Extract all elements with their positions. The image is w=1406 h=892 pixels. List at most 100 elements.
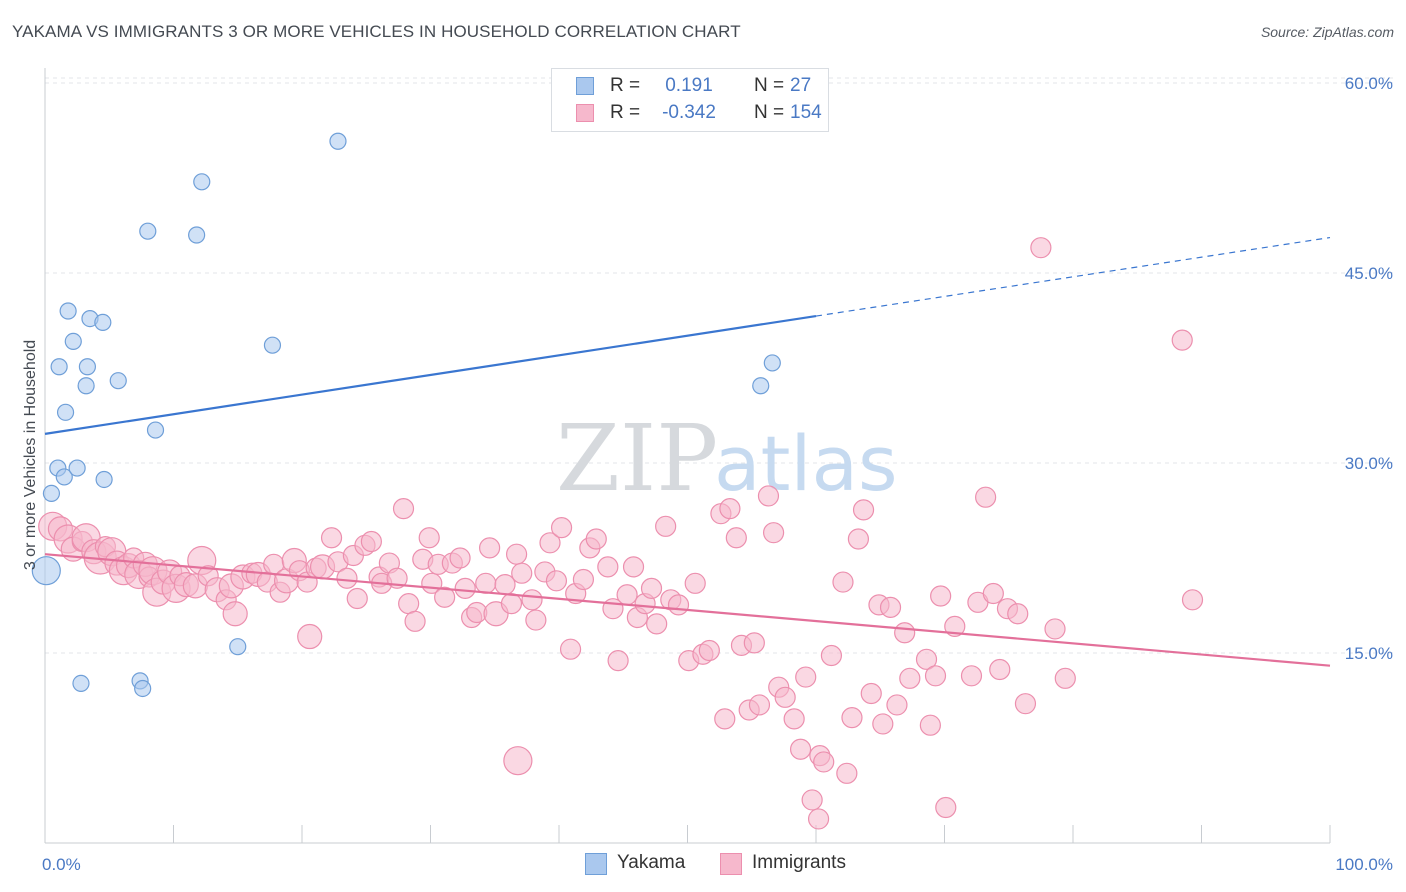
immigrants-point: [832, 571, 854, 593]
yakama-point: [752, 377, 770, 395]
immigrants-point: [774, 686, 796, 708]
immigrants-point: [418, 527, 440, 549]
y-tick-label: 30.0%: [1345, 454, 1393, 473]
r-label: R =: [610, 102, 641, 123]
y-tick-label: 60.0%: [1345, 74, 1393, 93]
immigrants-point: [698, 639, 720, 662]
immigrants-point: [550, 516, 573, 539]
yakama-point: [55, 468, 73, 486]
immigrants-point: [852, 499, 875, 521]
immigrants-point: [297, 623, 323, 650]
yakama-point: [78, 358, 97, 376]
yakama-point: [31, 556, 61, 586]
immigrants-point: [807, 808, 830, 830]
immigrants-point: [585, 528, 607, 550]
yakama-point: [134, 679, 152, 698]
watermark-zip: ZIP: [556, 405, 718, 512]
immigrants-point: [879, 596, 902, 619]
watermark-atlas: atlas: [714, 419, 898, 508]
yakama-point: [109, 372, 127, 390]
immigrants-point: [1014, 693, 1037, 715]
r-value: -0.342: [662, 102, 716, 123]
immigrants-point: [597, 556, 619, 578]
immigrants-point: [640, 577, 663, 600]
yakama-trend-extension: [815, 236, 1331, 317]
immigrants-point: [539, 532, 561, 554]
y-tick-label: 15.0%: [1345, 644, 1393, 663]
correlation-legend: R = 0.191 N = 27 R = -0.342 N = 154: [551, 68, 829, 132]
yakama-point: [59, 302, 77, 320]
immigrants-point: [616, 584, 638, 606]
immigrants-point: [622, 556, 645, 578]
yakama-trend-line: [44, 314, 817, 435]
r-label: R =: [610, 75, 641, 96]
immigrants-point: [454, 577, 476, 600]
immigrants-point: [572, 568, 595, 591]
immigrants-point: [1181, 589, 1204, 611]
immigrants-point: [521, 589, 543, 611]
immigrants-point: [930, 585, 952, 607]
immigrants-point: [1054, 667, 1076, 689]
immigrants-point: [924, 665, 947, 687]
immigrants-point: [392, 498, 415, 520]
immigrants-point: [346, 587, 368, 610]
n-value: 27: [790, 75, 812, 96]
x-tick-label: 100.0%: [1335, 855, 1393, 874]
immigrants-point: [982, 582, 1004, 605]
immigrants-point: [915, 648, 938, 670]
immigrants-point: [434, 586, 456, 608]
tick-labels: 15.0% 30.0% 45.0% 60.0% 0.0% 100.0%: [42, 74, 1393, 874]
immigrants-point: [1030, 237, 1052, 259]
yakama-point: [50, 358, 68, 376]
immigrants-points: [38, 237, 1204, 830]
immigrants-point: [860, 682, 882, 705]
immigrants-point: [762, 522, 785, 544]
immigrants-trend-line: [44, 553, 1331, 667]
n-label: N =: [754, 102, 785, 123]
immigrants-point: [789, 738, 812, 760]
yakama-point: [229, 638, 247, 656]
immigrants-point: [511, 562, 533, 584]
trend-lines: [44, 236, 1331, 667]
immigrants-legend-label: Immigrants: [752, 852, 846, 873]
immigrants-point: [545, 570, 568, 592]
immigrants-point: [494, 573, 516, 596]
immigrants-point: [944, 615, 966, 638]
immigrants-point: [813, 751, 835, 773]
immigrants-point: [841, 706, 863, 729]
y-axis-label: 3 or more Vehicles in Household: [22, 340, 39, 570]
immigrants-point: [1044, 618, 1066, 640]
immigrants-point: [449, 547, 471, 569]
yakama-point: [64, 332, 82, 350]
immigrants-point: [222, 601, 248, 627]
immigrants-point: [503, 746, 533, 776]
immigrants-point: [559, 638, 582, 660]
yakama-point: [763, 354, 781, 372]
immigrants-point: [719, 498, 741, 520]
immigrants-point: [1171, 329, 1193, 351]
yakama-point: [77, 377, 95, 395]
immigrants-point: [989, 658, 1011, 681]
yakama-points: [31, 132, 781, 698]
n-label: N =: [754, 75, 785, 96]
watermark: ZIP atlas: [556, 405, 898, 512]
yakama-point: [94, 313, 112, 331]
immigrants-point: [646, 613, 668, 635]
immigrants-point: [479, 537, 501, 559]
immigrants-swatch: [576, 104, 594, 122]
immigrants-point: [1007, 603, 1029, 625]
yakama-point: [139, 222, 157, 240]
yakama-point: [42, 484, 61, 502]
immigrants-point: [684, 572, 706, 594]
x-tick-label: 0.0%: [42, 855, 81, 874]
yakama-point: [68, 459, 86, 477]
immigrants-point: [743, 632, 765, 654]
immigrants-point: [899, 667, 921, 689]
immigrants-legend-swatch: [720, 853, 742, 875]
yakama-legend-label: Yakama: [617, 852, 686, 873]
yakama-point: [72, 674, 90, 693]
immigrants-point: [960, 665, 983, 687]
immigrants-point: [748, 694, 771, 716]
immigrants-point: [820, 644, 843, 667]
immigrants-point: [360, 530, 382, 553]
